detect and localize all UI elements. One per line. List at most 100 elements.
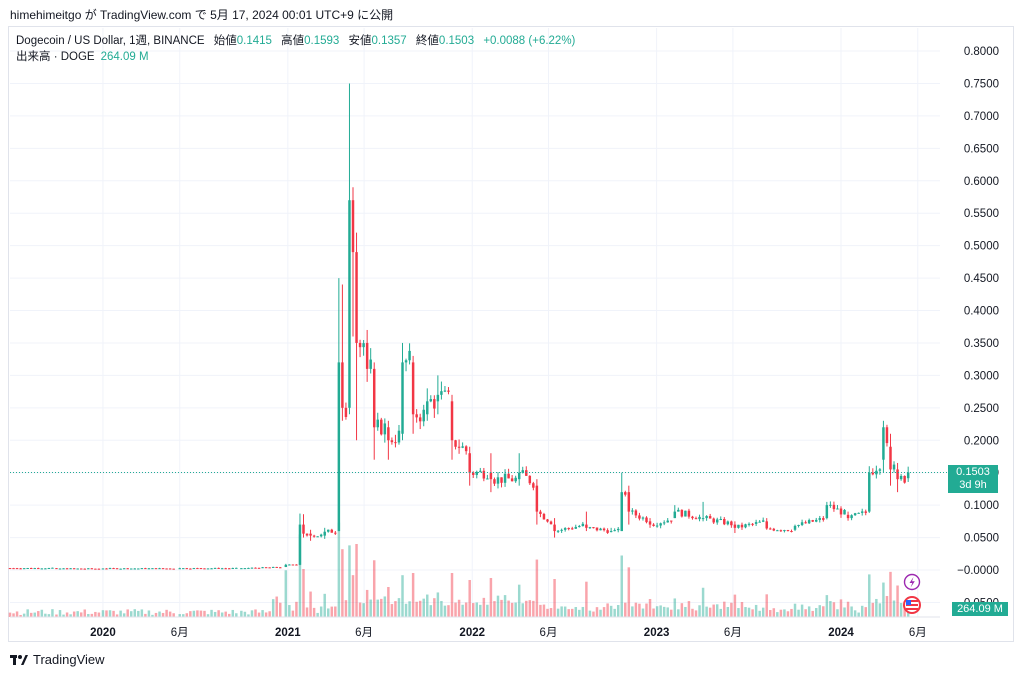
volume-bar	[257, 612, 261, 617]
candle	[503, 469, 507, 487]
candle	[408, 343, 411, 365]
candle	[868, 466, 871, 513]
volume-bar	[712, 604, 715, 617]
candle	[112, 567, 115, 570]
candle	[58, 568, 62, 570]
volume-bar	[79, 612, 83, 617]
volume-bar	[783, 609, 786, 617]
volume-bar	[680, 603, 684, 617]
candle	[818, 515, 822, 523]
candle	[147, 567, 151, 570]
volume-bar	[243, 611, 247, 617]
volume-bar	[365, 589, 369, 617]
volume-bar	[776, 612, 779, 617]
volume-bar	[896, 585, 899, 617]
volume-bar	[394, 601, 397, 617]
volume-bar	[279, 602, 282, 617]
volume-bar	[327, 608, 330, 617]
volume-bar	[578, 609, 581, 617]
candle	[517, 453, 521, 486]
volume-bar	[436, 592, 440, 617]
candlesticks[interactable]	[8, 83, 910, 570]
candle	[878, 468, 882, 475]
volume-bar	[486, 604, 489, 617]
volume-bar	[730, 602, 733, 617]
volume-bar	[44, 613, 47, 617]
volume-bar	[401, 575, 404, 617]
volume-bar	[196, 610, 199, 617]
candle	[87, 568, 90, 570]
volume-bar	[857, 612, 860, 617]
candle	[783, 529, 786, 533]
x-tick-label: 6月	[171, 627, 189, 639]
candle	[240, 568, 243, 570]
candle	[83, 568, 87, 570]
volume-bar	[140, 609, 144, 617]
volume-bar	[72, 611, 76, 617]
x-tick-label: 2024	[828, 627, 854, 639]
time-axis[interactable]: 2020 6月 2021 6月 2022 6月 2023 6月 2024 6月	[10, 616, 940, 639]
volume-bar	[850, 606, 853, 617]
volume-bar	[112, 610, 115, 617]
candle	[115, 568, 119, 570]
volume-bar	[154, 612, 158, 617]
volume-bar	[655, 606, 659, 617]
candle	[422, 404, 425, 427]
volume-bar	[864, 607, 867, 617]
volume-bar	[638, 603, 641, 617]
candle	[860, 508, 864, 516]
candle	[723, 517, 726, 526]
x-tick-label: 2021	[275, 627, 301, 639]
volume-bar	[454, 602, 457, 617]
volume-bar	[825, 595, 829, 617]
volume-bar	[645, 603, 648, 617]
volume-bar	[185, 613, 189, 617]
volume-bar	[747, 607, 751, 617]
volume-bar	[330, 606, 334, 617]
close-value: 0.1503	[438, 35, 475, 47]
volume-bar	[677, 609, 680, 617]
candle	[479, 467, 482, 473]
candle	[708, 513, 712, 519]
price-axis[interactable]: 0.8000 0.7500 0.7000 0.6500 0.6000 0.5500 0.50…	[957, 46, 999, 609]
volume-bar	[602, 607, 606, 617]
volume-bar	[464, 602, 468, 617]
volume-bar	[55, 614, 58, 617]
volume-bar	[40, 609, 44, 617]
volume-bar	[122, 613, 126, 617]
lightning-icon[interactable]	[903, 573, 921, 591]
volume-bar	[250, 610, 254, 617]
candle	[662, 520, 666, 526]
volume-bar	[62, 614, 65, 617]
volume-bar	[422, 598, 425, 617]
volume-bar	[769, 610, 772, 617]
candle	[779, 529, 783, 532]
chart-frame[interactable]	[8, 26, 1014, 642]
volume-bar	[616, 605, 620, 617]
candle	[751, 523, 754, 527]
candle	[15, 567, 19, 570]
event-icons[interactable]	[903, 573, 921, 615]
volume-bar	[369, 599, 372, 617]
us-flag-icon[interactable]	[903, 596, 921, 614]
volume-bar	[461, 604, 464, 617]
candle	[206, 568, 210, 570]
candle	[72, 568, 76, 570]
candle	[694, 516, 698, 520]
volume-bar	[264, 612, 268, 617]
high-label: 高値	[281, 35, 305, 47]
x-tick-label: 6月	[724, 627, 742, 639]
volume-bar	[358, 602, 362, 617]
volume-bar	[97, 612, 101, 617]
tradingview-logo[interactable]: TradingView	[10, 652, 105, 667]
candle	[507, 468, 510, 479]
candle	[677, 507, 680, 512]
candle	[726, 520, 730, 526]
volume-bar	[213, 611, 217, 617]
symbol-title[interactable]: Dogecoin / US Dollar, 1週, BINANCE	[16, 35, 205, 47]
y-tick-label: 0.6000	[964, 176, 999, 188]
volume-bar	[542, 604, 546, 617]
volume-bar	[588, 610, 592, 617]
volume-bar	[65, 612, 69, 617]
